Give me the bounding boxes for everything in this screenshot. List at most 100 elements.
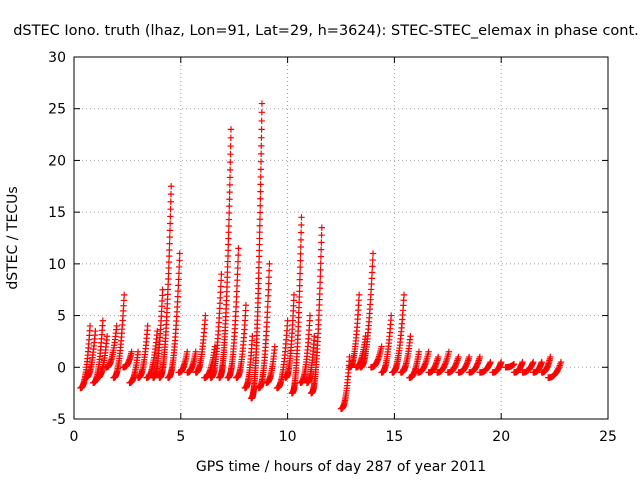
data-point	[165, 270, 172, 277]
data-point	[296, 270, 304, 277]
data-point	[265, 274, 273, 281]
data-point	[317, 246, 325, 253]
data-point	[234, 264, 241, 272]
data-point	[555, 365, 562, 372]
data-point	[295, 299, 303, 306]
data-point	[296, 288, 303, 295]
data-point	[258, 100, 266, 107]
data-point	[226, 188, 233, 196]
data-point	[264, 298, 272, 305]
data-point	[216, 300, 224, 307]
data-point	[316, 301, 323, 309]
data-point	[167, 213, 174, 220]
data-point	[175, 282, 182, 289]
data-points	[77, 100, 565, 412]
data-point	[265, 280, 272, 287]
data-point	[225, 209, 233, 217]
data-point	[192, 348, 199, 355]
data-point	[296, 276, 304, 283]
data-point	[318, 224, 325, 231]
data-point	[255, 269, 262, 277]
x-tick-label: 0	[70, 429, 79, 445]
data-point	[113, 322, 120, 330]
data-point	[175, 263, 183, 271]
data-point	[235, 251, 242, 259]
data-point	[165, 252, 173, 260]
data-point	[257, 150, 265, 158]
data-point	[225, 216, 233, 223]
data-point	[256, 228, 263, 236]
data-point	[235, 245, 242, 252]
data-point	[217, 289, 224, 296]
data-point	[264, 303, 271, 311]
data-point	[226, 174, 234, 181]
data-point	[530, 358, 537, 366]
data-point	[400, 291, 408, 299]
data-point	[120, 291, 128, 299]
data-point	[355, 291, 363, 299]
data-point	[271, 343, 278, 350]
data-point	[316, 285, 324, 292]
x-axis-label: GPS time / hours of day 287 of year 2011	[196, 459, 486, 475]
data-point	[224, 263, 231, 271]
data-point	[225, 235, 232, 242]
y-axis-label: dSTEC / TECUs	[5, 186, 21, 289]
data-point	[297, 250, 304, 258]
y-tick-label: 15	[48, 205, 66, 221]
data-point	[255, 264, 263, 271]
data-point	[258, 117, 265, 125]
data-point	[255, 258, 263, 266]
data-point	[297, 229, 305, 236]
data-point	[258, 126, 265, 133]
data-point	[425, 348, 432, 355]
data-point	[445, 348, 453, 355]
data-point	[158, 297, 166, 305]
data-point	[226, 202, 233, 210]
y-tick-label: 25	[48, 102, 66, 118]
data-point	[265, 267, 273, 274]
data-point	[257, 181, 264, 188]
data-point	[317, 260, 324, 267]
data-point	[99, 317, 107, 324]
data-point	[174, 293, 182, 300]
data-point	[298, 214, 305, 221]
data-point	[167, 198, 174, 205]
data-point	[166, 233, 173, 241]
x-tick-label: 10	[279, 429, 297, 445]
data-point	[167, 183, 175, 190]
data-point	[367, 286, 375, 293]
data-point	[256, 209, 264, 216]
data-point	[434, 353, 442, 361]
data-point	[218, 271, 225, 278]
data-point	[225, 222, 233, 230]
data-point	[297, 263, 304, 271]
data-point	[255, 253, 263, 260]
data-point	[369, 250, 377, 257]
data-point	[166, 220, 174, 227]
data-point	[256, 241, 263, 248]
data-point	[455, 353, 462, 361]
data-point	[519, 358, 526, 366]
data-point	[265, 286, 272, 293]
data-point	[226, 196, 233, 203]
data-point	[368, 280, 375, 288]
data-point	[184, 348, 191, 355]
data-point	[120, 297, 128, 304]
data-point	[144, 322, 151, 330]
data-point	[217, 277, 225, 284]
data-point	[165, 258, 173, 266]
data-point	[298, 221, 305, 229]
data-point	[176, 250, 183, 257]
data-point	[224, 247, 232, 254]
data-point	[175, 270, 183, 277]
data-point	[224, 252, 232, 260]
y-tick-label: 30	[48, 50, 66, 66]
data-point	[227, 126, 235, 133]
data-point	[92, 327, 99, 335]
data-point	[257, 202, 264, 209]
data-point	[266, 260, 273, 268]
data-point	[120, 302, 127, 309]
data-point	[465, 353, 473, 361]
data-point	[498, 358, 505, 366]
